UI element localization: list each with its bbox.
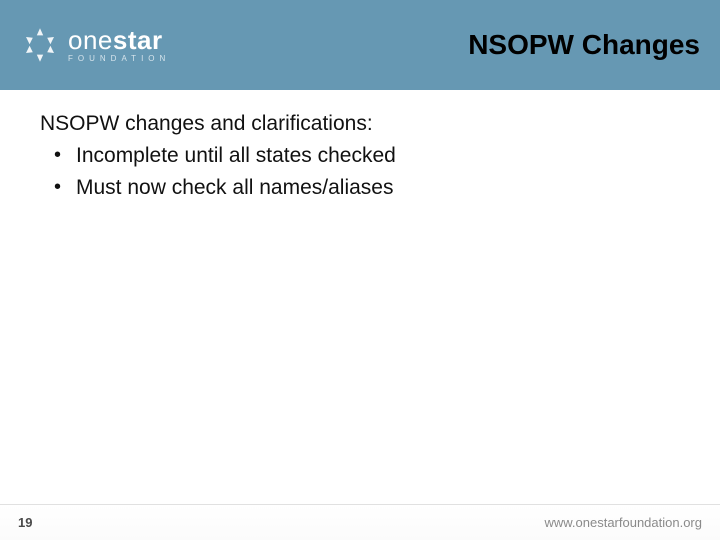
footer-url: www.onestarfoundation.org bbox=[544, 515, 702, 530]
logo-brand: onestar bbox=[68, 27, 170, 53]
logo-bold: star bbox=[113, 25, 163, 55]
footer-bar: 19 www.onestarfoundation.org bbox=[0, 504, 720, 540]
logo: onestar FOUNDATION bbox=[20, 25, 170, 65]
page-number: 19 bbox=[18, 515, 32, 530]
list-item: Must now check all names/aliases bbox=[54, 172, 680, 204]
list-item: Incomplete until all states checked bbox=[54, 140, 680, 172]
logo-prefix: one bbox=[68, 25, 113, 55]
header-bar: onestar FOUNDATION NSOPW Changes bbox=[0, 0, 720, 90]
bullet-list: Incomplete until all states checked Must… bbox=[40, 140, 680, 203]
content-area: NSOPW changes and clarifications: Incomp… bbox=[0, 90, 720, 203]
slide-title: NSOPW Changes bbox=[468, 29, 700, 61]
lead-text: NSOPW changes and clarifications: bbox=[40, 112, 680, 136]
star-icon bbox=[20, 25, 60, 65]
logo-subtext: FOUNDATION bbox=[68, 55, 170, 63]
logo-text: onestar FOUNDATION bbox=[68, 27, 170, 63]
